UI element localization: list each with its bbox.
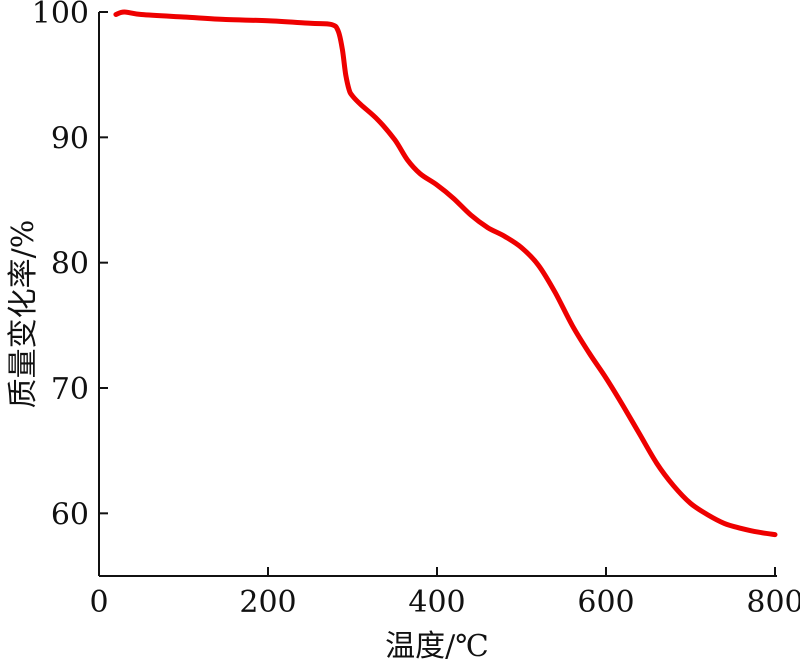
y-tick-label: 80 bbox=[51, 247, 89, 282]
y-tick-label: 100 bbox=[32, 0, 89, 31]
series-layer bbox=[113, 9, 778, 538]
y-axis-title: 质量变化率/% bbox=[6, 220, 41, 409]
mass-change-line bbox=[113, 9, 778, 538]
ticks: 0 200 400 600 800 60 70 80 90 100 bbox=[32, 0, 800, 620]
y-tick-label: 90 bbox=[51, 121, 89, 156]
x-tick-label: 400 bbox=[408, 585, 465, 620]
x-tick-label: 800 bbox=[746, 585, 800, 620]
x-axis-title: 温度/℃ bbox=[385, 629, 489, 664]
x-tick-label: 600 bbox=[577, 585, 634, 620]
y-tick-label: 60 bbox=[51, 497, 89, 532]
x-tick-label: 0 bbox=[89, 585, 108, 620]
y-tick-label: 70 bbox=[51, 372, 89, 407]
x-tick-label: 200 bbox=[239, 585, 296, 620]
